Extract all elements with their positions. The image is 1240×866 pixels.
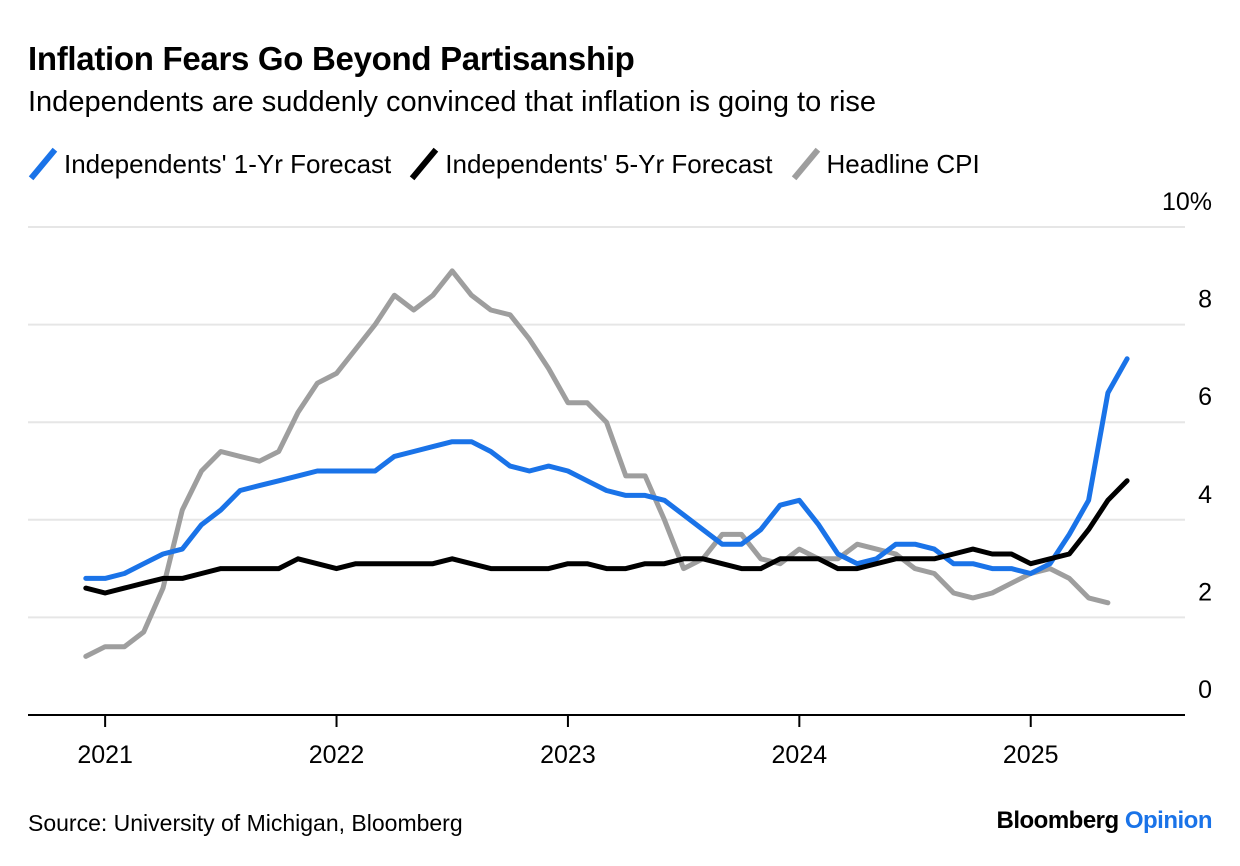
legend-swatch-1yr-forecast bbox=[28, 147, 58, 181]
chart-title: Inflation Fears Go Beyond Partisanship bbox=[28, 40, 635, 77]
legend-label-headline-cpi: Headline CPI bbox=[826, 148, 980, 179]
legend-item-1yr-forecast: Independents' 1-Yr Forecast bbox=[28, 146, 391, 182]
y-tick-label-2: 2 bbox=[1198, 578, 1212, 606]
legend-label-5yr-forecast: Independents' 5-Yr Forecast bbox=[445, 148, 773, 179]
brand-logo: Bloomberg Opinion bbox=[997, 807, 1213, 835]
x-tick-label-2021: 2021 bbox=[77, 741, 133, 769]
axes: 0 2 4 6 8 10% 2021 2022 2023 2024 2025 bbox=[28, 188, 1212, 769]
chart-legend: Independents' 1-Yr Forecast Independents… bbox=[28, 146, 998, 182]
legend-swatch-headline-cpi bbox=[791, 147, 820, 181]
brand-accent: Opinion bbox=[1124, 807, 1213, 834]
series-lines bbox=[83, 268, 1130, 659]
legend-item-5yr-forecast: Independents' 5-Yr Forecast bbox=[409, 146, 773, 182]
series-line-5yr-forecast bbox=[83, 478, 1130, 596]
x-tick-label-2022: 2022 bbox=[309, 741, 365, 769]
legend-swatch-5yr-forecast bbox=[410, 147, 439, 181]
brand-name: Bloomberg bbox=[996, 807, 1120, 834]
source-note: Source: University of Michigan, Bloomber… bbox=[28, 810, 463, 836]
x-tick-label-2025: 2025 bbox=[1003, 741, 1059, 769]
series-line-1yr-forecast bbox=[83, 356, 1130, 581]
y-tick-label-8: 8 bbox=[1198, 286, 1212, 314]
y-tick-label-0: 0 bbox=[1198, 676, 1212, 704]
chart-subtitle: Independents are suddenly convinced that… bbox=[28, 86, 877, 118]
y-tick-label-4: 4 bbox=[1198, 481, 1212, 509]
x-tick-label-2024: 2024 bbox=[772, 741, 828, 769]
y-tick-label-10: 10% bbox=[1162, 188, 1212, 216]
legend-label-1yr-forecast: Independents' 1-Yr Forecast bbox=[64, 148, 392, 179]
series-line-headline-cpi bbox=[83, 268, 1111, 659]
y-tick-label-6: 6 bbox=[1198, 383, 1212, 411]
x-tick-label-2023: 2023 bbox=[540, 741, 596, 769]
legend-item-headline-cpi: Headline CPI bbox=[791, 146, 980, 182]
